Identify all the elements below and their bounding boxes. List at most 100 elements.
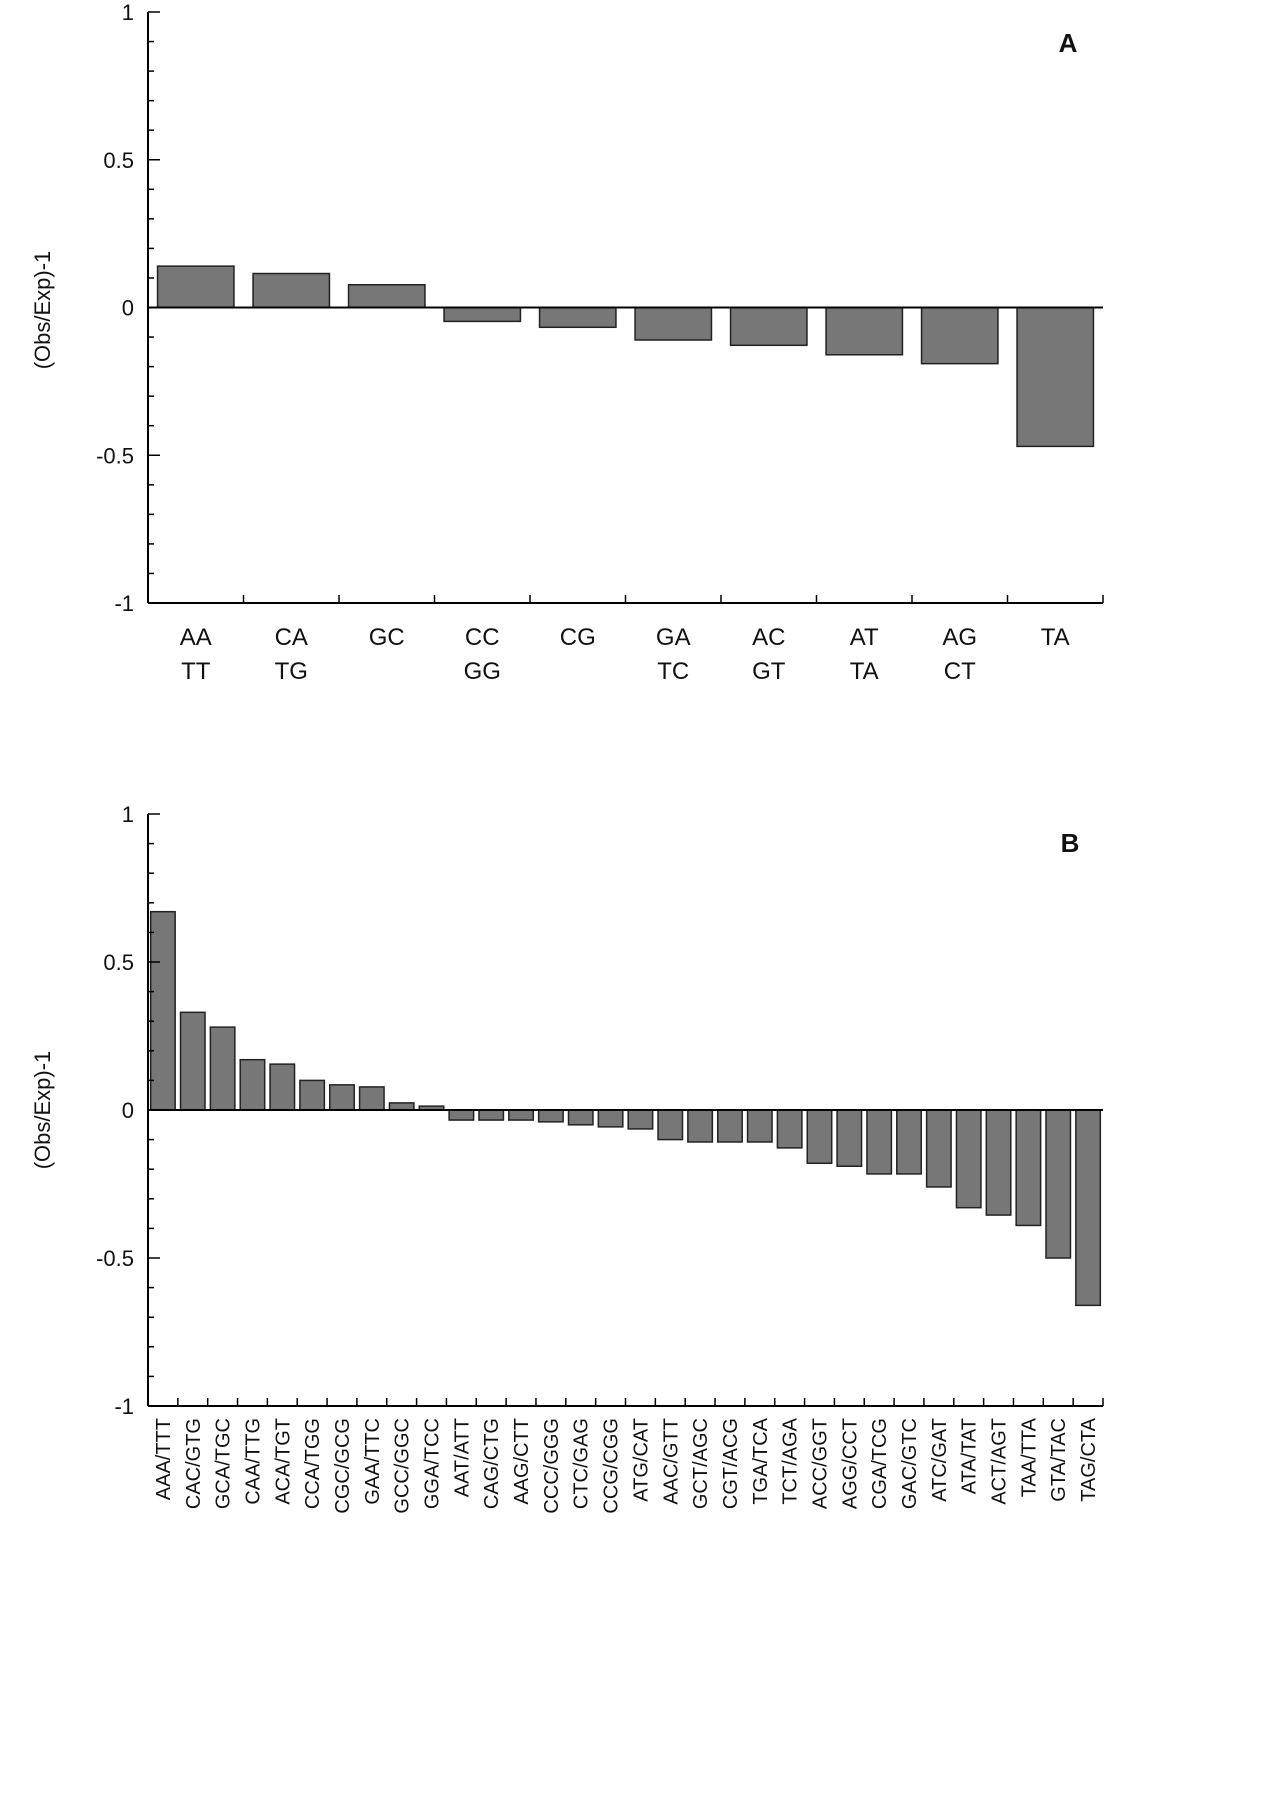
bar [388,1102,415,1111]
bar [358,1086,385,1111]
x-tick-label: AT [850,624,879,651]
bar [567,1109,594,1126]
x-tick-label: CGT/ACG [720,1418,742,1509]
bar [1015,1109,1042,1227]
x-tick-label: CCC/GGG [541,1418,563,1514]
x-tick-label: TCT/AGA [780,1417,802,1504]
bar [866,1109,893,1175]
x-tick-label: GT [752,658,786,685]
x-tick-label: CAG/CTG [481,1418,503,1509]
x-tick-label: AGG/CCT [839,1418,861,1509]
x-tick-label: ACC/GGT [809,1418,831,1509]
bar [657,1109,684,1141]
bar [508,1109,535,1121]
x-tick-label: TT [181,658,211,685]
x-tick-label: TAA/TTA [1018,1417,1040,1497]
y-tick-label: -0.5 [96,1246,134,1271]
x-tick-label: TC [657,658,689,685]
bar [806,1109,833,1165]
bar [269,1063,296,1111]
bar [448,1109,475,1121]
x-tick-label: ACA/TGT [272,1418,294,1505]
y-axis-label: (Obs/Exp)-1 [30,251,55,370]
x-tick-label: AAT/ATT [451,1418,473,1497]
bar [955,1109,982,1209]
x-tick-label: GA [656,624,691,651]
x-tick-label: ATA/TAT [959,1418,981,1494]
bar [896,1109,923,1175]
x-tick-label: CAC/GTG [183,1418,205,1509]
bar [597,1109,624,1128]
bar [716,1109,743,1143]
x-tick-label: GAC/GTC [899,1418,921,1509]
x-tick-label: AAC/GTT [660,1418,682,1505]
x-tick-label: CA [275,624,308,651]
x-tick-label: GGA/TCC [422,1418,444,1509]
y-tick-label: 1 [122,802,134,827]
bar [478,1109,505,1121]
bar [299,1079,326,1111]
bar [347,283,426,309]
bar [776,1109,803,1149]
x-tick-label: CG [560,624,596,651]
x-tick-label: CC [465,624,500,651]
x-tick-label: TA [850,658,879,685]
bar [1075,1109,1102,1307]
bar [1016,306,1095,448]
x-tick-label: CCA/TGG [302,1418,324,1509]
x-tick-label: GCT/AGC [690,1418,712,1509]
x-tick-label: GC [369,624,405,651]
x-tick-label: GAA/TTC [362,1418,384,1505]
y-tick-label: 0 [122,296,134,321]
bar [836,1109,863,1167]
bar [443,306,522,323]
y-tick-label: -1 [114,591,134,616]
bar [537,1109,564,1123]
x-tick-label: CGC/GCG [332,1418,354,1514]
x-tick-label: GCC/GGC [392,1418,414,1514]
bar [925,1109,952,1188]
bar [920,306,999,365]
x-tick-label: AAA/TTT [153,1418,175,1500]
bar [825,306,904,356]
x-tick-label: TG [275,658,308,685]
y-tick-label: -1 [114,1394,134,1419]
x-tick-label: AG [942,624,977,651]
bar [687,1109,714,1143]
x-tick-label: GG [464,658,501,685]
y-tick-label: 0 [122,1098,134,1123]
x-tick-label: GCA/TGC [213,1418,235,1509]
x-tick-label: TAG/CTA [1078,1417,1100,1501]
bar [985,1109,1012,1216]
bar [252,272,331,309]
x-tick-label: CT [944,658,976,685]
x-tick-label: ACT/AGT [989,1418,1011,1505]
y-tick-label: 1 [122,0,134,25]
bar [209,1026,236,1111]
bar [239,1058,266,1111]
x-tick-label: ATG/CAT [630,1418,652,1502]
bar [149,910,176,1111]
x-tick-label: CTC/GAG [571,1418,593,1509]
chart-panel-B: 1 0.5 0 -0.5 -1 (Obs/Exp)-1 B AAA/TTT CAC/GTG GCA… [30,802,1104,1514]
bar [156,265,235,309]
bar [627,1109,654,1130]
bar [1045,1109,1072,1259]
x-tick-label: AAG/CTT [511,1418,533,1505]
x-tick-label: AC [752,624,785,651]
bar [634,306,713,341]
bar [746,1109,773,1143]
x-tick-label: TA [1041,624,1070,651]
x-tick-label: CGA/TCG [869,1418,891,1509]
x-tick-label: GTA/TAC [1048,1418,1070,1502]
bar [328,1084,355,1111]
bar [179,1011,206,1111]
bar [538,306,617,329]
y-axis-label: (Obs/Exp)-1 [30,1051,55,1170]
y-tick-label: -0.5 [96,443,134,468]
x-tick-label: ATC/GAT [929,1418,951,1502]
x-tick-label: CAA/TTG [242,1418,264,1505]
panel-label: B [1061,828,1080,858]
